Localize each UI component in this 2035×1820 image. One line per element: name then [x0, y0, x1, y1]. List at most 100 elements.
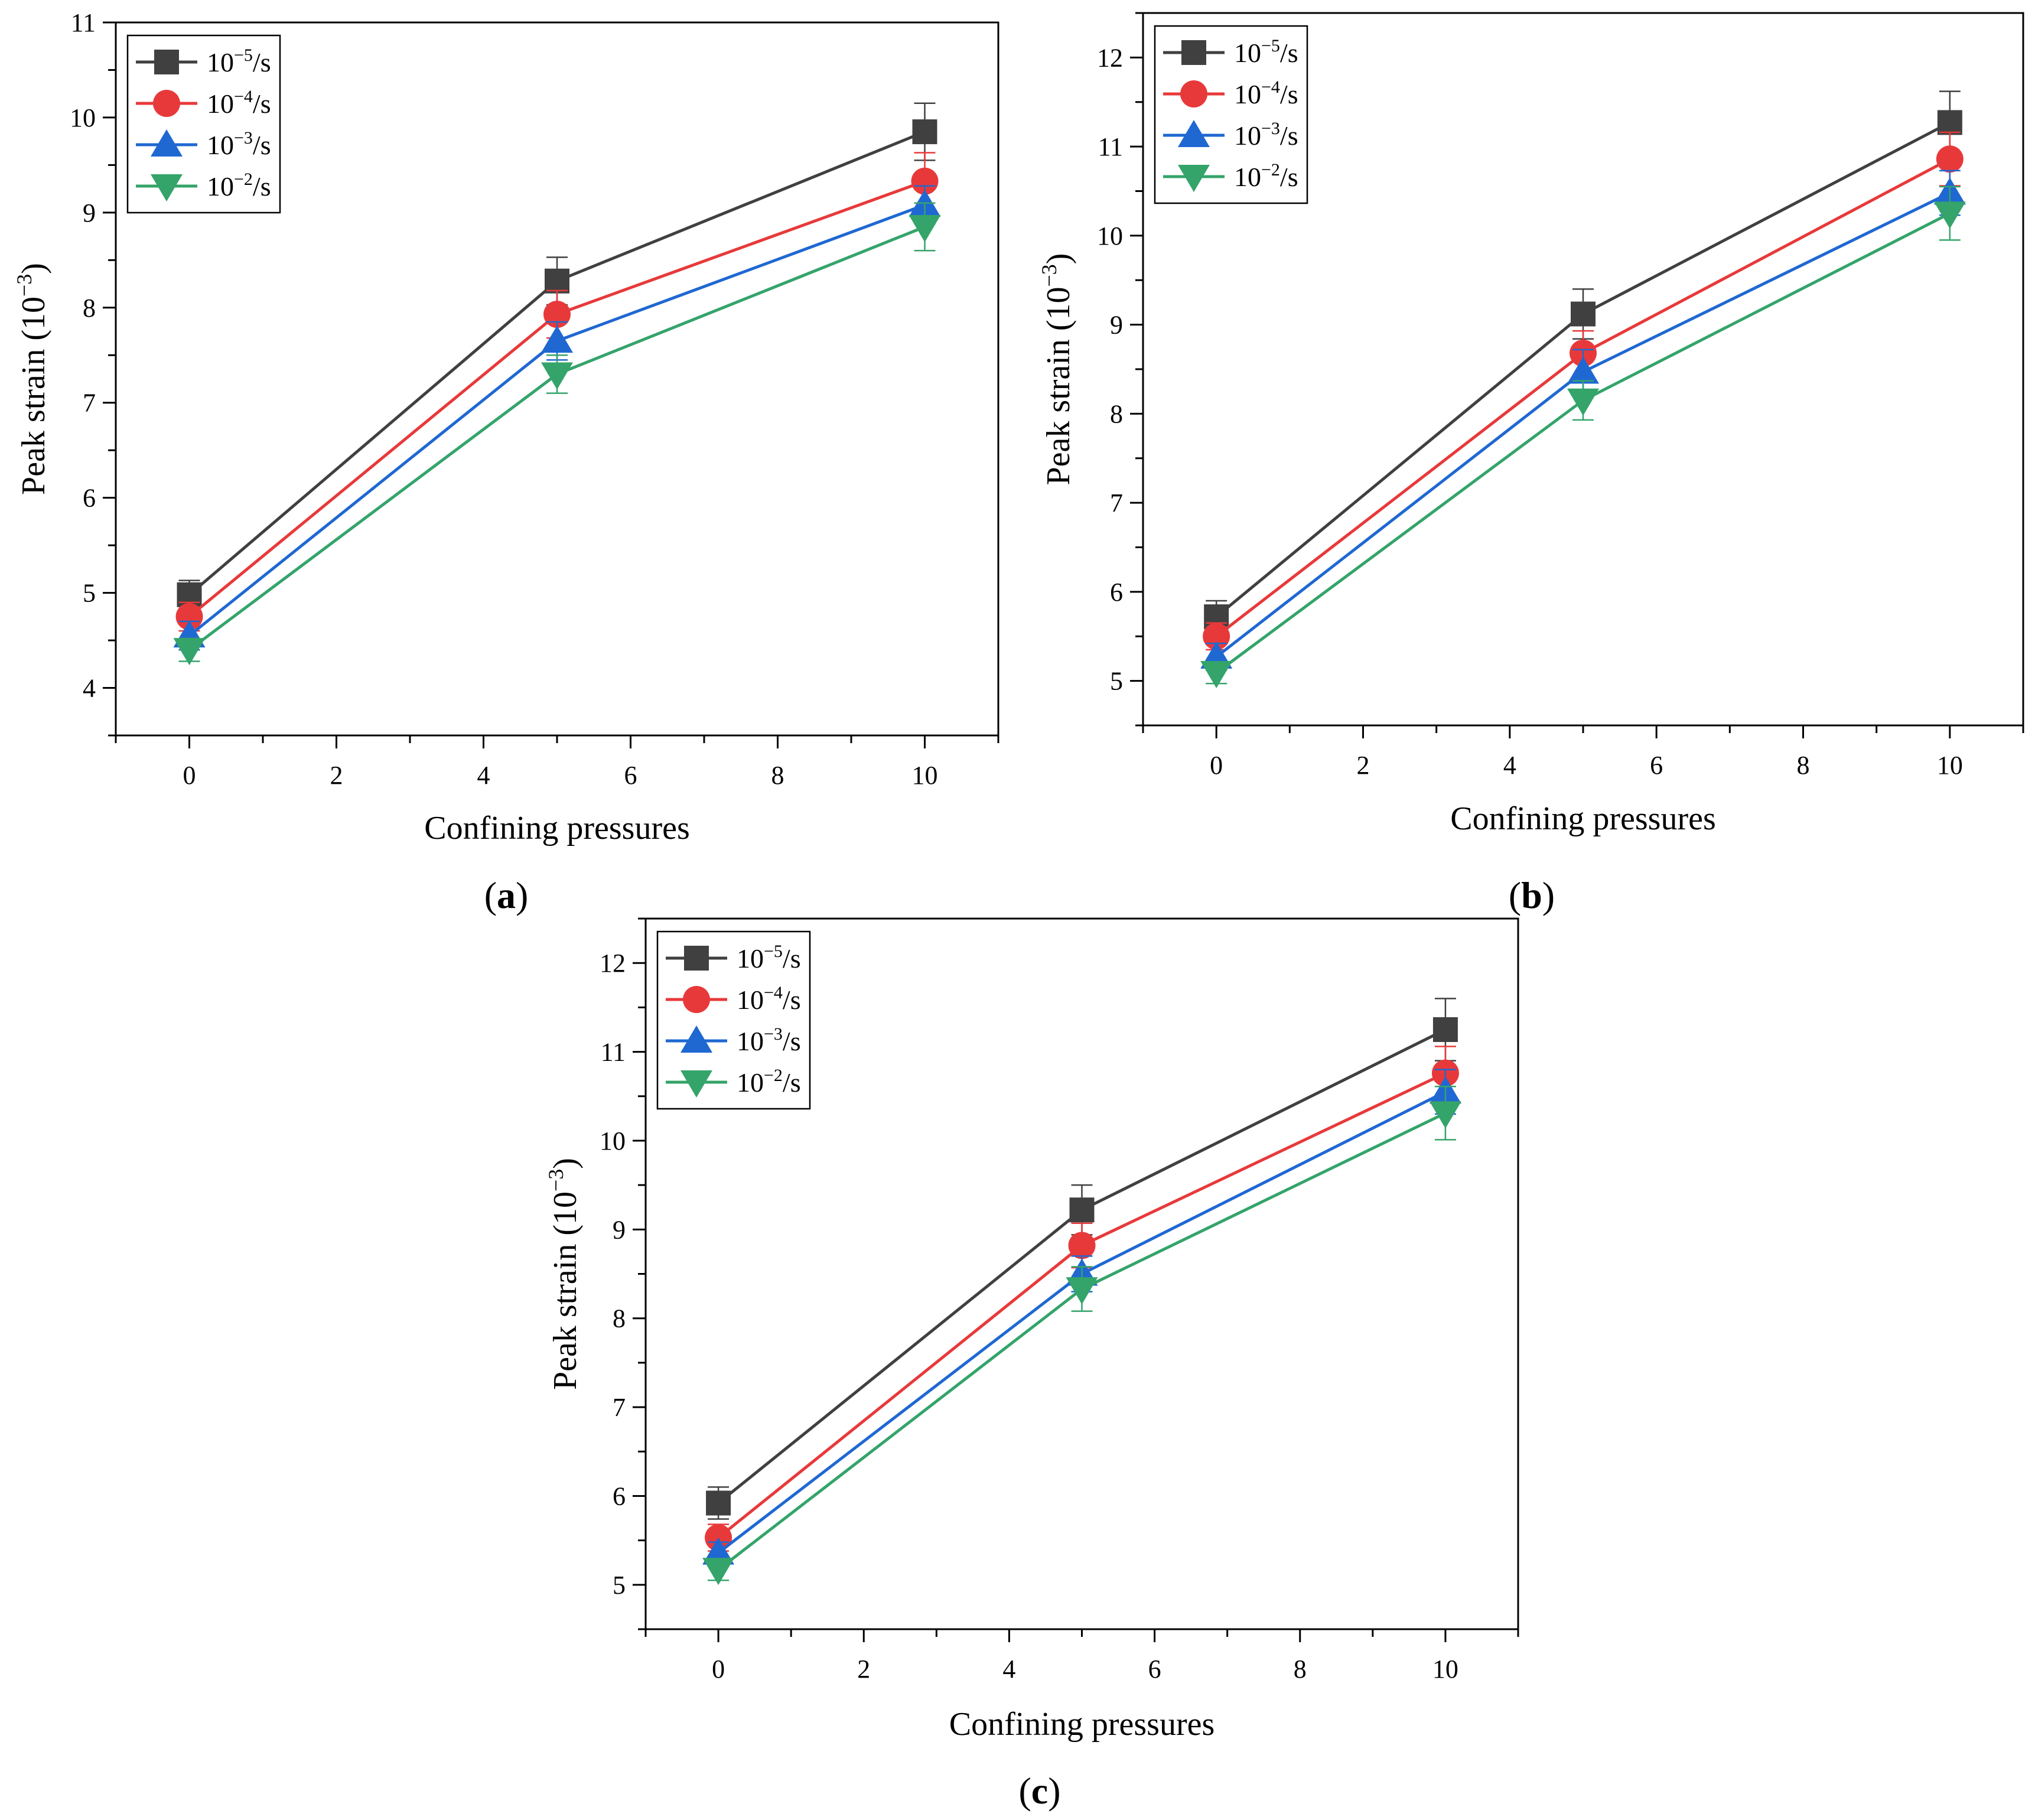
y-tick-label: 11	[1098, 132, 1123, 161]
legend-label-exponent: −4	[764, 983, 783, 1002]
y-tick-label: 9	[613, 1215, 626, 1244]
y-axis-title-main: Peak strain (10	[547, 1191, 584, 1390]
series-triangle-up	[173, 185, 941, 651]
y-tick-label: 8	[1110, 399, 1123, 428]
legend-marker-circle	[683, 986, 710, 1013]
y-axis-title-main: Peak strain (10	[15, 297, 52, 495]
x-tick-label: 0	[1210, 751, 1223, 780]
legend-label-exponent: −2	[764, 1066, 783, 1085]
panel-b: 0 2 4 6 8 10 5 6 7 8 9 10 11 12 Confining pressures Pea…	[1037, 12, 2024, 916]
data-point-triangle-down	[1429, 1101, 1461, 1129]
legend-label-base: 10	[207, 171, 234, 201]
legend-item: 10−2/s	[1163, 160, 1298, 192]
legend-label-base: 10	[737, 985, 764, 1015]
y-tick-label: 5	[1110, 667, 1123, 696]
y-tick-label: 10	[600, 1126, 626, 1155]
legend-label-unit: /s	[1280, 162, 1298, 192]
y-axis-title-close: )	[1040, 253, 1077, 265]
legend-label-exponent: −2	[1261, 160, 1280, 180]
legend-label: 10−3/s	[737, 1024, 801, 1056]
legend-label-exponent: −3	[234, 128, 253, 148]
y-tick-label: 9	[1110, 311, 1123, 340]
legend-item: 10−3/s	[666, 1024, 801, 1056]
legend-marker-square	[1181, 40, 1206, 65]
legend-box	[1154, 25, 1308, 204]
data-point-triangle-up	[702, 1537, 735, 1565]
y-axis-title: Peak strain (10−3)	[12, 263, 52, 495]
legend-marker-triangle-down	[1178, 165, 1210, 192]
y-axis-title-exponent: −3	[544, 1169, 568, 1191]
legend-label-unit: /s	[253, 171, 271, 201]
y-axis-title-main: Peak strain (10	[1040, 287, 1077, 486]
series-line	[1215, 191, 1951, 658]
legend-item: 10−5/s	[1163, 36, 1298, 68]
data-point-circle	[1936, 145, 1964, 173]
legend-item: 10−3/s	[1163, 119, 1298, 151]
panel-c: 0 2 4 6 8 10 5 6 7 8 9 10 11 12 Confining pressures Pea…	[544, 917, 1519, 1812]
data-point-triangle-down	[1066, 1277, 1098, 1305]
x-tick-label: 2	[1357, 751, 1370, 780]
y-tick-label: 6	[83, 484, 96, 513]
panel-label-letter: c	[1031, 1770, 1048, 1812]
legend-marker-square	[684, 946, 709, 971]
x-tick-label: 10	[1937, 751, 1963, 780]
legend-label: 10−2/s	[207, 170, 271, 201]
y-tick-label: 7	[1110, 489, 1123, 517]
y-tick-label: 10	[70, 103, 96, 132]
y-tick-label: 4	[83, 674, 96, 703]
data-point-square	[545, 268, 569, 294]
y-tick-label: 11	[601, 1038, 626, 1067]
series-line	[717, 1112, 1447, 1571]
legend-label-unit: /s	[253, 47, 271, 77]
legend-label-base: 10	[1234, 79, 1261, 109]
legend-label-base: 10	[737, 1067, 764, 1098]
series-square	[1204, 90, 1962, 634]
y-axis-title-exponent: −3	[1037, 264, 1061, 286]
x-tick-label: 8	[1294, 1655, 1307, 1684]
data-point-circle	[911, 167, 939, 195]
legend-item: 10−4/s	[136, 87, 271, 119]
x-tick-label: 2	[857, 1655, 870, 1684]
x-tick-label: 2	[330, 761, 343, 790]
legend: 10−5/s10−4/s10−3/s10−2/s	[1154, 25, 1308, 204]
legend-label-exponent: −5	[234, 45, 253, 65]
series-triangle-down	[702, 1085, 1461, 1585]
legend-marker-triangle-down	[151, 174, 183, 201]
legend-label-exponent: −5	[1261, 36, 1280, 56]
legend-label: 10−3/s	[1234, 119, 1298, 151]
legend-item: 10−2/s	[666, 1066, 801, 1098]
x-tick-label: 0	[183, 761, 196, 790]
legend-label: 10−2/s	[1234, 160, 1298, 192]
legend-label: 10−3/s	[207, 128, 271, 160]
y-tick-label: 5	[613, 1571, 626, 1600]
y-tick-label: 8	[83, 294, 96, 323]
data-point-square	[1571, 301, 1596, 327]
legend-label-unit: /s	[1280, 121, 1298, 151]
legend-label: 10−4/s	[1234, 77, 1298, 109]
legend-marker-triangle-up	[680, 1025, 712, 1053]
x-tick-label: 8	[771, 761, 784, 790]
data-point-triangle-down	[1933, 201, 1966, 229]
panel-label-close: )	[1048, 1770, 1060, 1812]
y-axis-title-exponent: −3	[12, 274, 36, 297]
legend-marker-square	[154, 50, 179, 74]
data-point-square	[912, 119, 937, 145]
series-square	[706, 998, 1458, 1520]
y-tick-label: 12	[600, 949, 626, 978]
panel-label-letter: b	[1521, 874, 1542, 916]
legend-label-exponent: −3	[1261, 119, 1280, 138]
x-tick-label: 6	[624, 761, 637, 790]
legend-label-exponent: −4	[1261, 77, 1280, 97]
legend-label-base: 10	[207, 89, 234, 119]
legend-label-unit: /s	[783, 1067, 801, 1098]
x-axis-title: Confining pressures	[1450, 800, 1716, 837]
y-tick-label: 7	[613, 1393, 626, 1422]
y-tick-label: 12	[1097, 43, 1123, 72]
legend-label-unit: /s	[1280, 79, 1298, 109]
series-line	[1215, 211, 1951, 675]
data-point-square	[1069, 1197, 1095, 1223]
legend-label-base: 10	[737, 943, 764, 974]
x-tick-label: 8	[1797, 751, 1810, 780]
legend-item: 10−2/s	[136, 170, 271, 201]
panel-label: (b)	[1509, 874, 1555, 916]
